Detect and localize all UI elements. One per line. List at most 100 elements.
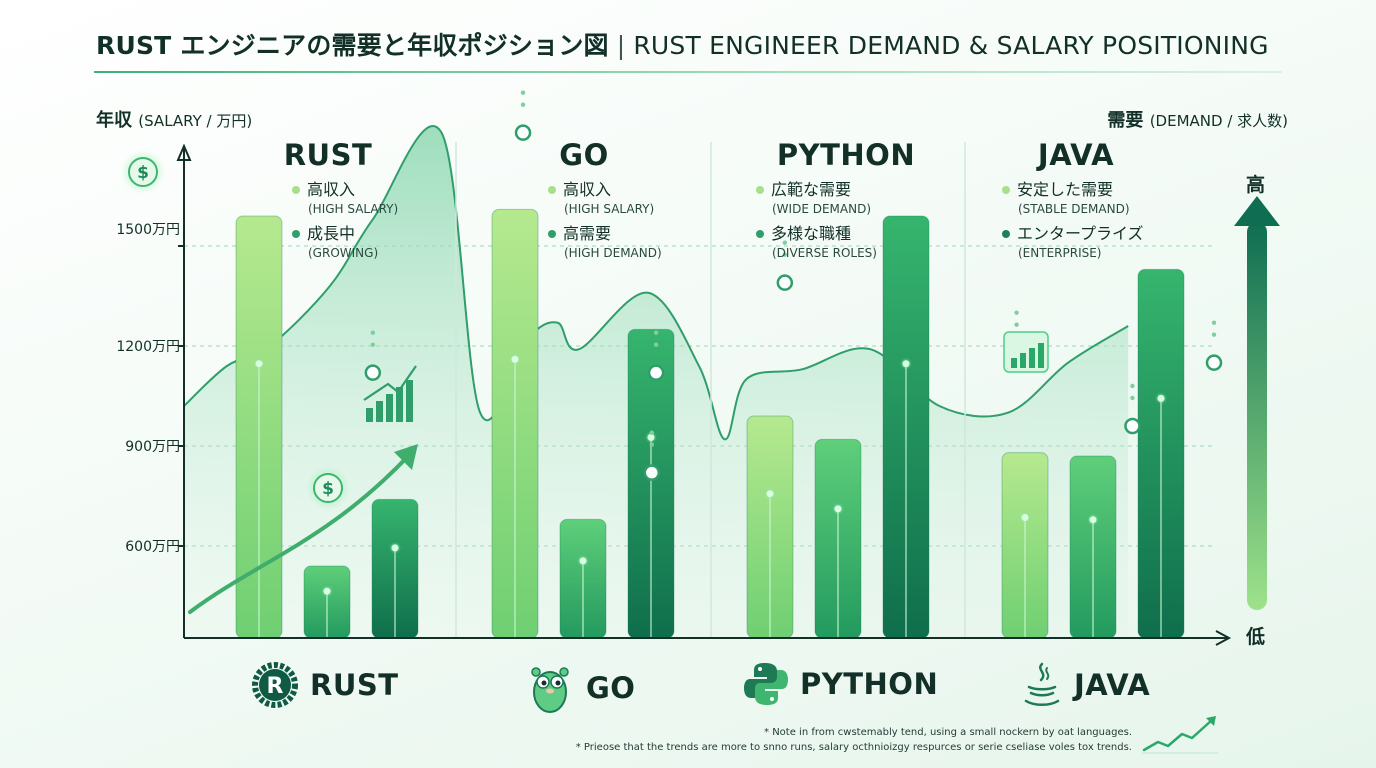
rust-logo-icon: R xyxy=(252,662,298,708)
growth-arrowhead xyxy=(394,444,418,470)
y-tick-label: 1500万円 xyxy=(116,222,180,238)
legend-label: GO xyxy=(586,671,636,705)
dollar-icon xyxy=(128,157,158,187)
feature-jp: 高需要 xyxy=(563,224,612,243)
title-separator: | xyxy=(616,31,626,60)
feature-jp: 広範な需要 xyxy=(771,180,852,199)
trend-dot xyxy=(649,430,654,435)
lang-block-rust: RUST 高収入 (HIGH SALARY) 成長中 (GROWING) xyxy=(218,138,438,268)
dollar-sign: $ xyxy=(137,163,149,183)
bar-dot xyxy=(1089,516,1097,524)
y-tick-label: 900万円 xyxy=(125,439,180,455)
trend-dot xyxy=(1014,322,1019,327)
svg-text:R: R xyxy=(267,674,284,699)
lang-name: GO xyxy=(559,138,609,172)
trend-dot xyxy=(1211,320,1217,325)
feature-en: (ENTERPRISE) xyxy=(1018,246,1102,260)
bullet-icon xyxy=(292,230,300,238)
bar-dot xyxy=(323,587,331,595)
bar-dot xyxy=(511,355,519,363)
y-axis-arrow xyxy=(176,143,192,161)
demand-axis-sub: (DEMAND / 求人数) xyxy=(1149,112,1288,130)
legend-label: JAVA xyxy=(1074,668,1151,702)
feature-en: (WIDE DEMAND) xyxy=(772,202,872,216)
trend-dot xyxy=(1014,310,1019,315)
bar-dot xyxy=(255,360,263,368)
chart-badge-bar xyxy=(1029,348,1035,368)
trend-dot xyxy=(1130,383,1135,389)
demand-high-label: 高 xyxy=(1246,174,1266,196)
bar-dot xyxy=(1021,514,1029,522)
bar-dot xyxy=(902,360,910,368)
trend-dot xyxy=(782,252,788,257)
y-axis-title: 年収 (SALARY / 万円) xyxy=(96,106,252,132)
trend-dot xyxy=(653,342,659,347)
lang-block-go: GO 高収入 (HIGH SALARY) 高需要 (HIGH DEMAND) xyxy=(474,138,694,268)
trend-dot xyxy=(370,342,376,347)
feature-en: (GROWING) xyxy=(308,246,379,260)
lang-name: RUST xyxy=(283,138,373,172)
trend-dot xyxy=(370,330,376,335)
feature-jp: 高収入 xyxy=(563,180,612,199)
dollar-icon xyxy=(313,473,343,503)
lang-block-python: PYTHON 広範な需要 (WIDE DEMAND) 多様な職種 (DIVERS… xyxy=(736,138,956,268)
bullet-icon xyxy=(756,186,764,194)
trend-point xyxy=(643,464,661,481)
bullet-icon xyxy=(548,230,556,238)
mini-bar-icon xyxy=(396,387,403,422)
legend-label: PYTHON xyxy=(800,667,939,701)
feature-jp: 多様な職種 xyxy=(771,224,852,243)
bar-dot xyxy=(834,505,842,513)
bullet-icon xyxy=(1002,230,1010,238)
trend-dot xyxy=(1211,332,1217,337)
trend-dot xyxy=(1130,395,1135,401)
legend-label: RUST xyxy=(310,668,399,702)
chart-badge-bar xyxy=(1038,343,1044,368)
bar-dot xyxy=(1157,394,1165,402)
mini-trend-icon xyxy=(363,365,417,401)
y-axis-sub: (SALARY / 万円) xyxy=(138,112,253,130)
python-logo-icon xyxy=(744,663,788,705)
bar-dot xyxy=(579,557,587,565)
mini-bar-icon xyxy=(386,394,393,422)
footnote: * Prieose that the trends are more to sn… xyxy=(575,742,1132,753)
demand-axis-label: 需要 xyxy=(1107,110,1144,131)
feature-en: (HIGH SALARY) xyxy=(564,202,655,216)
trend-chart-icon xyxy=(1142,716,1218,754)
bullet-icon xyxy=(1002,186,1010,194)
feature-en: (HIGH DEMAND) xyxy=(564,246,662,260)
bullet-icon xyxy=(292,186,300,194)
bar-dot xyxy=(647,433,655,441)
feature-jp: 高収入 xyxy=(307,180,356,199)
legend-python: PYTHON xyxy=(742,660,938,708)
legend-java: JAVA xyxy=(1020,660,1150,710)
legend-rust: R RUST xyxy=(250,660,399,710)
mini-bar-icon xyxy=(366,408,373,422)
y-axis-label: 年収 xyxy=(96,110,132,131)
title-en: RUST ENGINEER DEMAND & SALARY POSITIONIN… xyxy=(633,31,1269,60)
title-jp: RUST エンジニアの需要と年収ポジション図 xyxy=(96,31,609,60)
x-axis-arrow xyxy=(1215,630,1232,646)
y-tick-label: 600万円 xyxy=(125,539,180,555)
trend-point xyxy=(364,364,382,381)
trend-point xyxy=(647,364,665,381)
footnote: * Note in from cwstemably tend, using a … xyxy=(764,727,1132,738)
trend-point xyxy=(1124,417,1141,435)
trend-dot xyxy=(520,90,526,95)
demand-low-label: 低 xyxy=(1246,626,1266,648)
trend-point xyxy=(1205,354,1223,371)
gopher-icon xyxy=(531,667,569,713)
trend-dot xyxy=(649,442,654,447)
demand-axis-title: 需要 (DEMAND / 求人数) xyxy=(1107,106,1288,132)
trend-dot xyxy=(782,240,788,245)
trend-dot xyxy=(520,102,526,107)
bar-dot xyxy=(766,490,774,498)
lang-block-java: JAVA 安定した需要 (STABLE DEMAND) エンタープライズ (EN… xyxy=(966,138,1186,268)
feature-jp: 成長中 xyxy=(307,224,356,243)
y-tick-label: 1200万円 xyxy=(116,339,180,355)
trend-dot xyxy=(653,330,659,335)
trend-point xyxy=(776,274,794,291)
chart-badge-bar xyxy=(1011,358,1017,368)
chart-badge-bar xyxy=(1020,353,1026,368)
